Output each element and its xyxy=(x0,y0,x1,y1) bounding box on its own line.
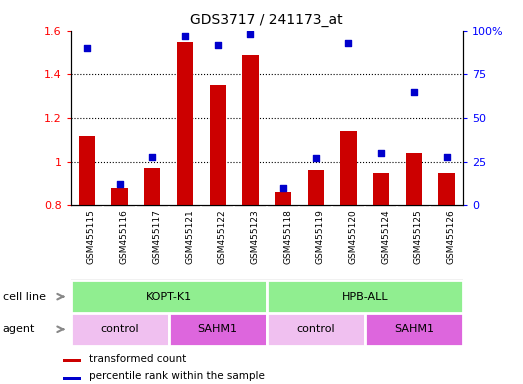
Text: HPB-ALL: HPB-ALL xyxy=(342,291,388,302)
Point xyxy=(279,185,287,191)
Text: KOPT-K1: KOPT-K1 xyxy=(145,291,192,302)
Bar xyxy=(406,153,422,380)
Bar xyxy=(71,313,168,346)
Bar xyxy=(267,280,463,313)
Text: cell line: cell line xyxy=(3,291,46,302)
Bar xyxy=(79,136,95,380)
Bar xyxy=(63,359,81,362)
Bar xyxy=(438,173,454,380)
Title: GDS3717 / 241173_at: GDS3717 / 241173_at xyxy=(190,13,343,27)
Point xyxy=(377,150,385,156)
Bar xyxy=(242,55,258,380)
Point xyxy=(181,33,189,39)
Bar xyxy=(275,192,291,380)
Text: GSM455117: GSM455117 xyxy=(152,209,161,264)
Bar xyxy=(111,188,128,380)
Text: GSM455121: GSM455121 xyxy=(185,209,194,264)
Point xyxy=(410,89,418,95)
Point xyxy=(116,181,124,187)
Bar xyxy=(308,170,324,380)
Text: GSM455118: GSM455118 xyxy=(283,209,292,264)
Bar xyxy=(365,313,463,346)
Bar xyxy=(71,280,267,313)
Text: SAHM1: SAHM1 xyxy=(198,324,237,334)
Point xyxy=(344,40,353,46)
Text: GSM455125: GSM455125 xyxy=(414,209,423,264)
Text: GSM455119: GSM455119 xyxy=(316,209,325,264)
Text: GSM455116: GSM455116 xyxy=(120,209,129,264)
Bar xyxy=(177,41,193,380)
Bar xyxy=(210,85,226,380)
Bar xyxy=(144,168,161,380)
Text: SAHM1: SAHM1 xyxy=(394,324,434,334)
Text: control: control xyxy=(100,324,139,334)
Point xyxy=(148,154,156,160)
Bar xyxy=(373,173,389,380)
Point xyxy=(312,155,320,161)
Point xyxy=(246,31,255,37)
Bar xyxy=(168,313,267,346)
Point xyxy=(83,45,91,51)
Text: GSM455123: GSM455123 xyxy=(251,209,259,264)
Text: GSM455115: GSM455115 xyxy=(87,209,96,264)
Text: agent: agent xyxy=(3,324,35,334)
Bar xyxy=(340,131,357,380)
Text: GSM455124: GSM455124 xyxy=(381,209,390,264)
Point xyxy=(442,154,451,160)
Text: GSM455120: GSM455120 xyxy=(348,209,357,264)
Text: GSM455126: GSM455126 xyxy=(447,209,456,264)
Bar xyxy=(63,377,81,380)
Bar xyxy=(267,313,365,346)
Point xyxy=(213,41,222,48)
Text: percentile rank within the sample: percentile rank within the sample xyxy=(89,371,265,381)
Text: control: control xyxy=(297,324,335,334)
Text: GSM455122: GSM455122 xyxy=(218,209,226,264)
Text: transformed count: transformed count xyxy=(89,354,186,364)
